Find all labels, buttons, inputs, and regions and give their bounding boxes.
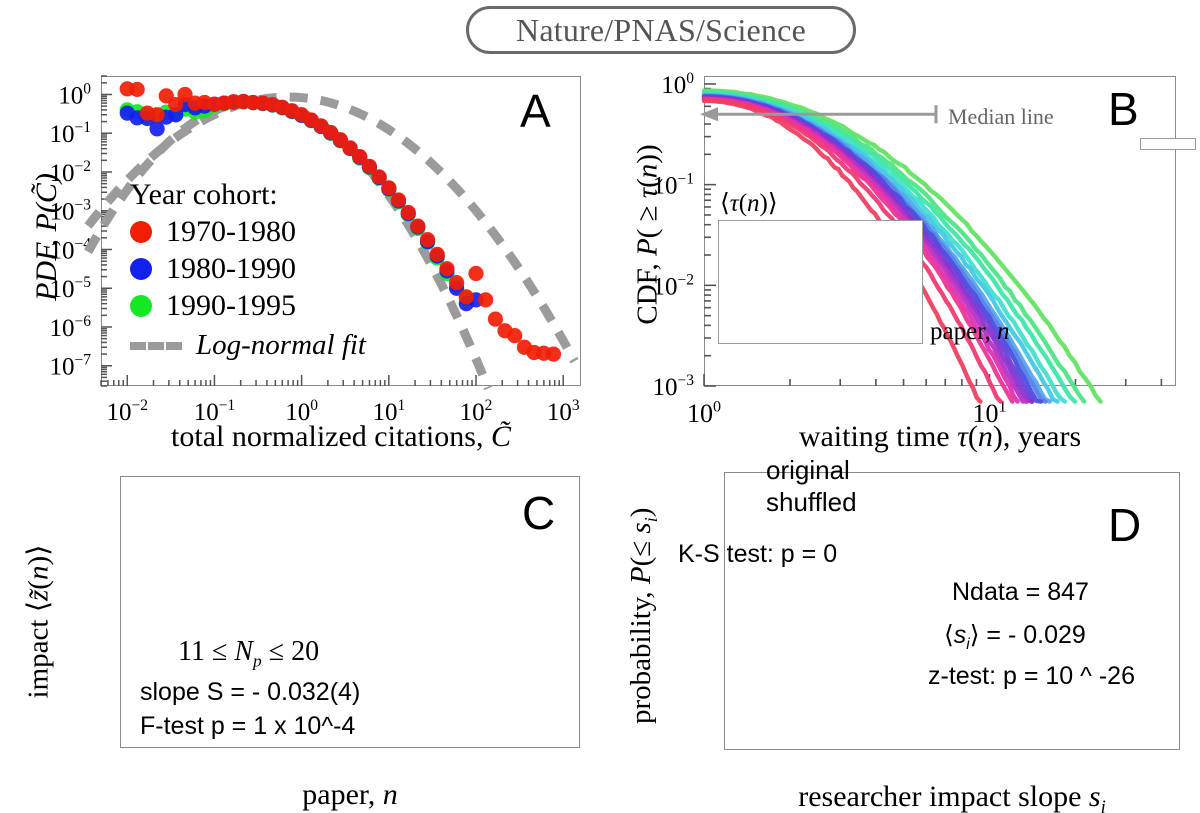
panel-b-x-axis-label: waiting time τ(n), years	[798, 420, 1082, 453]
legend-item-original: original	[678, 454, 857, 486]
panel-b-median-line	[700, 105, 938, 124]
panel-a-ticks	[100, 75, 564, 387]
axis-tick-label: 10−2	[106, 397, 148, 426]
data-point	[429, 246, 445, 262]
data-point	[458, 289, 474, 305]
axis-tick-label: 10−3	[653, 372, 695, 401]
axis-tick-label: 100	[58, 80, 91, 109]
figure-title-pill: Nature/PNAS/Science	[466, 6, 856, 54]
scatter-series-1970-1980	[119, 81, 562, 362]
panel-b-inset-canvas	[718, 220, 923, 344]
data-point	[361, 158, 378, 174]
panel-a-x-axis-label: total normalized citations, C̃	[171, 420, 511, 453]
panel-d-annotation-mean: ⟨si⟩ = - 0.029	[944, 621, 1086, 653]
figure-title-text: Nature/PNAS/Science	[516, 11, 806, 48]
legend-label-lognormal-fit: Log-normal fit	[196, 329, 366, 361]
panel-a: 10−2 10−1 100 101 102 103 100 10−1 10−2 10−3 10−4 1…	[0, 60, 600, 460]
data-point	[410, 218, 426, 234]
data-point	[449, 274, 465, 291]
data-point	[545, 346, 562, 362]
panel-b-cdf-curves	[701, 88, 1103, 404]
panel-d-legend: original shuffled	[678, 454, 857, 518]
legend-item-shuffled: shuffled	[678, 486, 857, 518]
panel-b-y-axis-label: CDF, P( ≥ τ(n))	[631, 144, 664, 325]
data-point	[381, 180, 397, 196]
data-point	[468, 265, 484, 282]
panel-c-plot-frame	[120, 476, 580, 748]
data-point	[390, 192, 407, 208]
axis-tick-label: 100	[661, 70, 694, 99]
legend-label-shuffled: shuffled	[766, 486, 857, 517]
lognormal-fit-curve	[84, 92, 579, 364]
panel-c-annotation-ftest: F-test p = 1 x 10^-4	[140, 712, 356, 740]
data-point	[419, 231, 436, 248]
panel-c: C impact ⟨z̃(n)⟩ paper, n 11 ≤ Np ≤ 20 s…	[0, 440, 600, 813]
panel-b-inset	[718, 220, 923, 344]
axis-tick-label: 10−7	[50, 352, 92, 381]
panel-d-annotation-ztest: z-test: p = 10 ^ -26	[928, 662, 1135, 690]
panel-a-y-axis-label: PDF, P(C̃)	[30, 173, 63, 301]
legend-item-cohort-3: 1990-1995	[130, 289, 366, 323]
legend-item-lognormal-fit: Log-normal fit	[130, 329, 366, 362]
data-point	[149, 121, 165, 137]
panel-c-canvas	[0, 440, 600, 813]
panel-d: D probability, P(≤ si) researcher impact…	[600, 440, 1200, 813]
cdf-curve-1	[701, 88, 1103, 404]
panel-a-legend: Year cohort: 1970-1980 1980-1990 1990-19…	[130, 178, 366, 362]
legend-item-cohort-1: 1970-1980	[130, 215, 366, 249]
data-point	[507, 327, 523, 344]
panel-c-annotation-np: 11 ≤ Np ≤ 20	[178, 636, 320, 671]
legend-swatch-dot-red	[130, 221, 152, 243]
data-point	[168, 96, 184, 113]
panel-b-inset-x-label: paper, n	[930, 318, 1010, 345]
data-point	[400, 204, 416, 221]
data-point	[439, 261, 455, 277]
legend-item-cohort-2: 1980-1990	[130, 252, 366, 286]
data-point	[487, 311, 504, 327]
legend-swatch-dashed-line	[130, 341, 182, 350]
panel-b-inset-frame	[718, 220, 923, 344]
panel-d-annotation-ndata: Ndata = 847	[952, 578, 1089, 606]
panel-d-plot-frame	[724, 472, 1180, 750]
panel-d-annotation-ks: K-S test: p = 0	[678, 540, 838, 568]
data-point	[149, 107, 165, 123]
panel-b-median-line-label: Median line	[948, 104, 1054, 129]
legend-label-cohort-1: 1970-1980	[166, 215, 296, 248]
panel-c-letter: C	[522, 487, 556, 539]
panel-d-y-axis-label: probability, P(≤ si)	[625, 507, 661, 724]
panel-b-inset-y-label: ⟨τ(n)⟩	[720, 190, 778, 217]
panel-d-x-axis-label: researcher impact slope si	[798, 780, 1106, 813]
data-point	[342, 140, 358, 156]
data-point	[129, 81, 145, 98]
legend-label-original: original	[766, 454, 850, 485]
panel-a-canvas: 10−2 10−1 100 101 102 10310010−110−210−310−41…	[50, 75, 580, 426]
panel-b: 100 101 100 10−1 10−2 10−3 B CDF, P( ≥ τ(n)) …	[600, 60, 1200, 460]
panel-c-x-axis-label: paper, n	[302, 778, 398, 811]
data-point	[371, 169, 387, 185]
cdf-curve-15	[701, 98, 983, 404]
axis-tick-label: 10−5	[50, 274, 92, 303]
panel-c-y-axis-label: impact ⟨z̃(n)⟩	[22, 544, 55, 699]
panel-a-letter: A	[520, 85, 551, 137]
legend-label-cohort-2: 1980-1990	[166, 252, 296, 285]
legend-label-cohort-3: 1990-1995	[166, 289, 296, 322]
data-point	[177, 86, 193, 103]
axis-tick-label: 10−1	[50, 119, 92, 148]
panel-a-legend-header: Year cohort:	[130, 178, 278, 211]
panel-d-letter: D	[1108, 499, 1142, 551]
panel-c-annotation-slope: slope S = - 0.032(4)	[140, 678, 361, 706]
panel-a-scatter-points	[119, 81, 562, 362]
axis-tick-label: 10−1	[653, 171, 695, 200]
panel-b-legend	[1140, 138, 1196, 150]
legend-swatch-dot-green	[130, 295, 152, 317]
median-arrow-head	[700, 107, 718, 122]
data-point	[478, 292, 494, 308]
panel-b-letter: B	[1108, 83, 1139, 135]
legend-swatch-dot-blue	[130, 258, 152, 280]
panel-a-x-axis-label-text: total normalized citations,	[171, 420, 491, 453]
data-point	[352, 148, 368, 165]
axis-tick-label: 10−1	[194, 397, 236, 426]
